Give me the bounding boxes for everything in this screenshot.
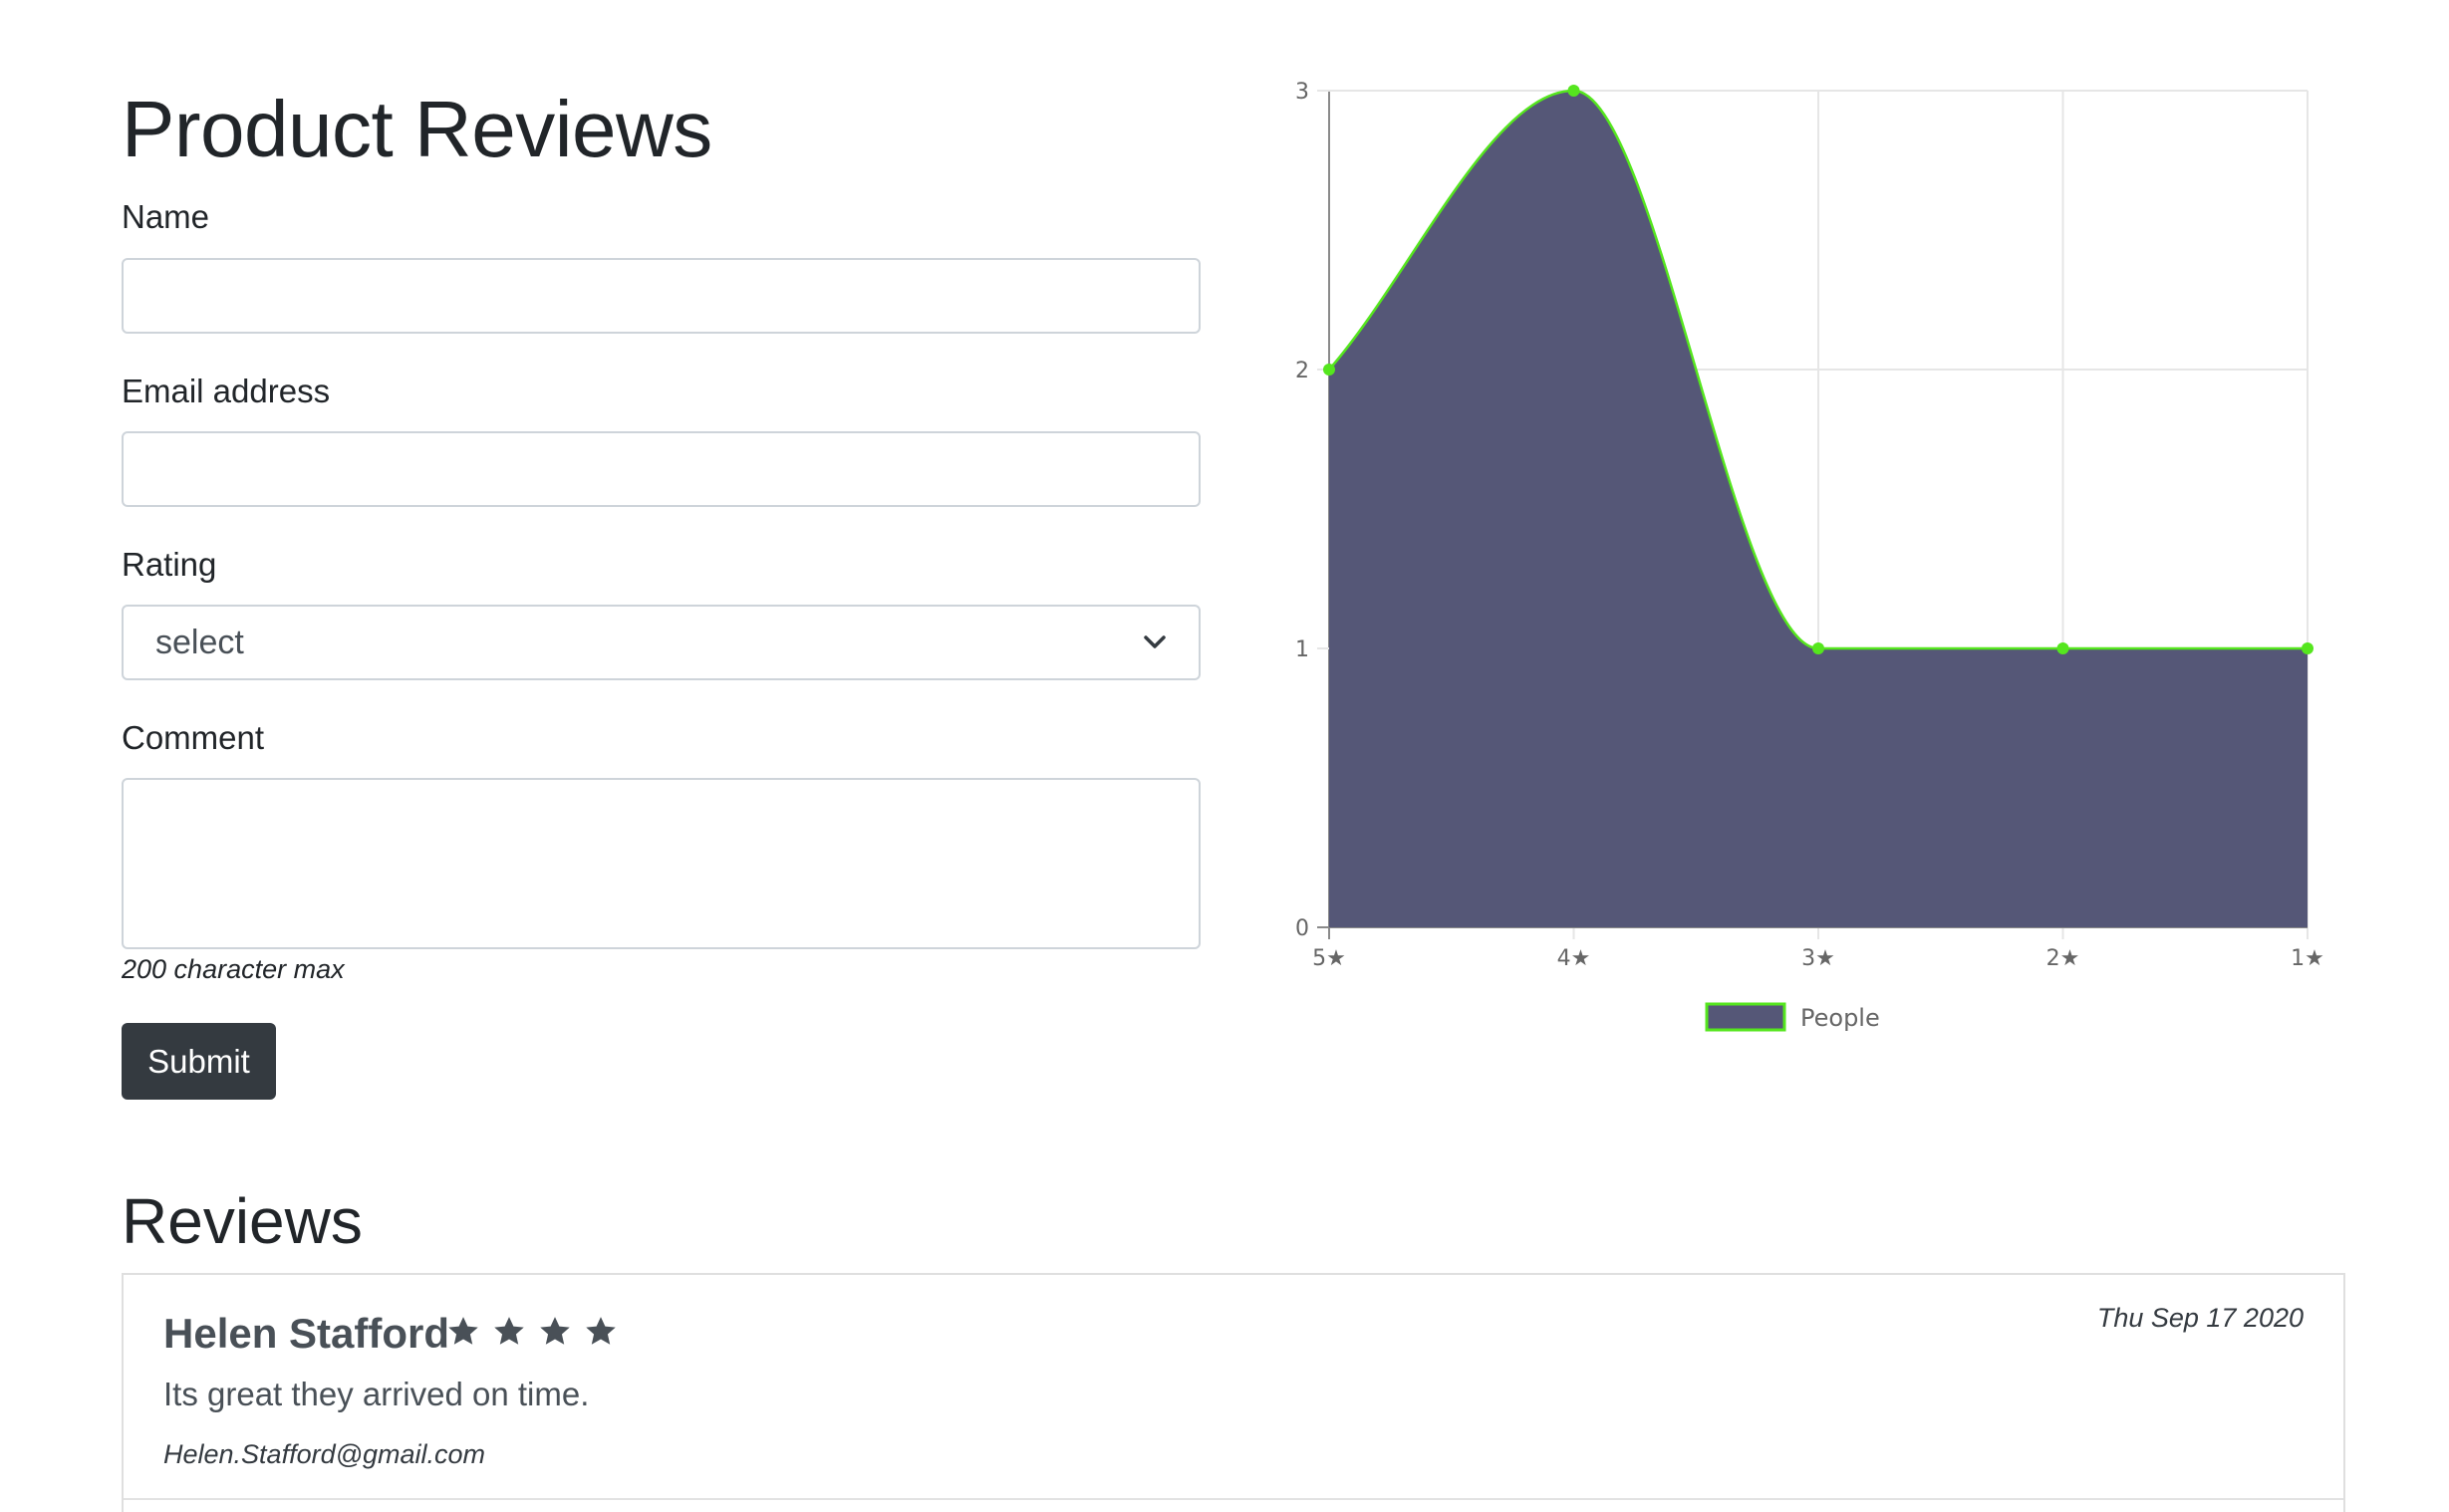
submit-button[interactable]: Submit <box>122 1023 276 1100</box>
name-input[interactable] <box>122 258 1201 334</box>
review-email: Helen.Stafford@gmail.com <box>163 1439 486 1469</box>
page-title: Product Reviews <box>122 85 712 173</box>
rating-label: Rating <box>122 546 217 583</box>
y-tick-label: 0 <box>1295 916 1309 941</box>
chart-point <box>1567 85 1580 97</box>
ratings-chart: 0 1 2 3 5★ 4★ 3★ 2★ 1★ People <box>1295 80 2324 1032</box>
rating-select[interactable]: select <box>122 605 1201 680</box>
y-tick-label: 2 <box>1295 359 1309 383</box>
comment-help-text: 200 character max <box>122 954 345 984</box>
chart-point <box>1812 642 1824 654</box>
chart-point <box>2056 642 2069 654</box>
chevron-down-icon <box>1144 635 1166 648</box>
comment-textarea[interactable] <box>122 778 1201 949</box>
star-icon <box>448 1317 478 1345</box>
name-label: Name <box>122 198 210 235</box>
review-card: Helen Stafford Thu Sep 17 2020 Its great… <box>122 1273 2345 1512</box>
review-divider <box>124 1498 2343 1500</box>
star-icon <box>540 1317 570 1345</box>
chart-legend: People <box>1705 1002 1880 1032</box>
x-tick-label: 1★ <box>2291 946 2324 971</box>
comment-label: Comment <box>122 719 265 756</box>
email-label: Email address <box>122 373 331 409</box>
rating-select-value: select <box>155 623 244 661</box>
x-tick-label: 5★ <box>1312 946 1346 971</box>
chart-point <box>2302 642 2313 654</box>
legend-swatch <box>1705 1002 1786 1032</box>
x-tick-label: 3★ <box>1801 946 1835 971</box>
star-icon <box>586 1317 616 1345</box>
chart-ticks: 0 1 2 3 5★ 4★ 3★ 2★ 1★ <box>1295 80 2324 971</box>
chart-point <box>1323 364 1335 376</box>
reviewer-name: Helen Stafford <box>163 1310 450 1357</box>
x-tick-label: 4★ <box>1557 946 1591 971</box>
star-icon <box>494 1317 524 1345</box>
review-comment: Its great they arrived on time. <box>163 1376 590 1412</box>
email-input[interactable] <box>122 431 1201 507</box>
review-stars <box>446 1315 618 1349</box>
y-tick-label: 1 <box>1295 637 1309 662</box>
chart-area-people <box>1329 91 2308 927</box>
review-date: Thu Sep 17 2020 <box>2096 1303 2304 1333</box>
chart-points <box>1323 85 2313 654</box>
legend-label: People <box>1800 1004 1880 1032</box>
reviews-heading: Reviews <box>122 1185 363 1257</box>
chart-line-people <box>1328 89 2308 650</box>
y-tick-label: 3 <box>1295 80 1309 105</box>
x-tick-label: 2★ <box>2046 946 2080 971</box>
